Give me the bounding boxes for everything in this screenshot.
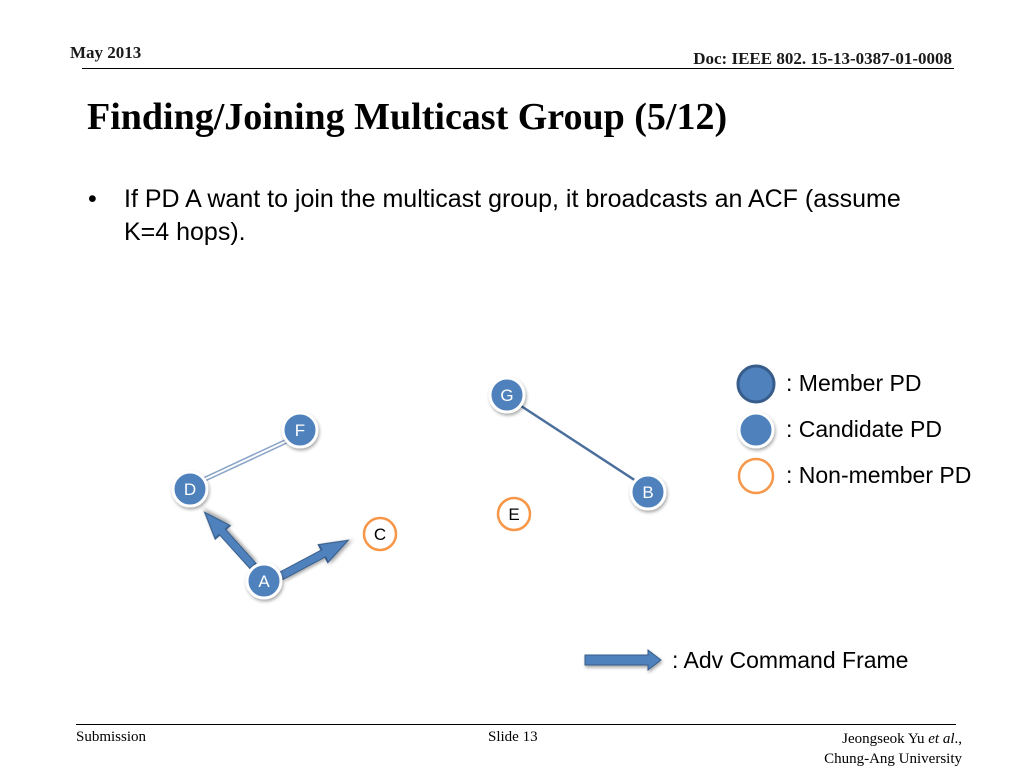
footer-slide-number: Slide 13	[488, 729, 538, 745]
node-d: D	[171, 470, 209, 508]
node-c: C	[362, 516, 398, 552]
bullet-point: • If PD A want to join the multicast gro…	[88, 183, 938, 249]
legend-member-symbol	[736, 364, 776, 404]
legend-candidate-symbol	[737, 411, 775, 449]
node-e: E	[496, 496, 532, 532]
bullet-text: If PD A want to join the multicast group…	[124, 185, 901, 246]
footer-author-etal: et al	[928, 731, 955, 747]
slide-title: Finding/Joining Multicast Group (5/12)	[87, 96, 728, 138]
footer-author-suffix: .,	[954, 731, 963, 747]
node-b: B	[629, 473, 667, 511]
header-doc-id: Doc: IEEE 802. 15-13-0387-01-0008	[693, 49, 952, 68]
footer-author-name: Jeongseok Yu	[842, 731, 929, 747]
node-a-label: A	[258, 572, 270, 591]
legend-adv-label: : Adv Command Frame	[672, 647, 909, 673]
node-g-label: G	[500, 386, 513, 405]
link-d-f	[201, 437, 291, 483]
legend-nonmember-label: : Non-member PD	[786, 462, 972, 488]
footer-submission: Submission	[76, 729, 147, 745]
legend-adv-arrow	[584, 648, 662, 672]
node-f-label: F	[295, 421, 305, 440]
adv-arrow-a-to-c	[278, 539, 350, 581]
footer-author: Jeongseok Yu et al., Chung-Ang Universit…	[824, 729, 962, 769]
adv-arrow-a-to-d	[203, 511, 257, 570]
header-divider	[82, 68, 954, 69]
node-a: A	[245, 562, 283, 600]
node-g: G	[488, 376, 526, 414]
bullet-symbol: •	[88, 185, 97, 213]
footer-divider	[76, 724, 956, 725]
legend-candidate-label: : Candidate PD	[786, 416, 942, 442]
node-f: F	[281, 411, 319, 449]
node-e-label: E	[508, 505, 519, 524]
legend-member-label: : Member PD	[786, 370, 922, 396]
node-c-label: C	[374, 525, 386, 544]
node-b-label: B	[642, 483, 653, 502]
node-d-label: D	[184, 480, 196, 499]
legend-nonmember-symbol	[737, 457, 775, 495]
footer-affiliation: Chung-Ang University	[824, 751, 962, 767]
header-date: May 2013	[70, 43, 142, 62]
link-g-b	[517, 402, 637, 483]
